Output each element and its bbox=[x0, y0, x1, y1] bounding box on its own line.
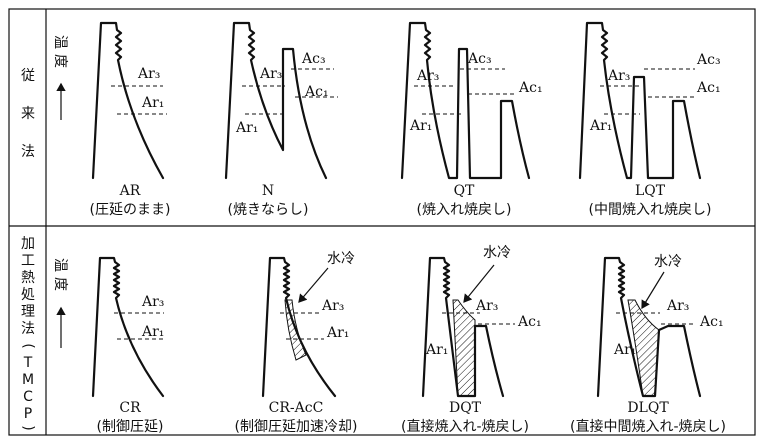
cr-acc-title: CR-AcC bbox=[269, 400, 324, 416]
n-curve bbox=[224, 21, 328, 180]
qt-caption: (焼入れ焼戻し) bbox=[417, 202, 512, 218]
dlqt-ac1-label: Ac₁ bbox=[699, 314, 724, 330]
qt-ar1-label: Ar₁ bbox=[409, 118, 432, 134]
panel-dlqt: 水冷 Ar₃ Ac₁ Ar₁ DLQT (直接中間焼入れ-焼戻し) bbox=[570, 254, 726, 435]
dqt-ar3-label: Ar₃ bbox=[475, 298, 498, 314]
lqt-ac1-label: Ac₁ bbox=[696, 80, 721, 96]
row2-char-1: 工 bbox=[21, 253, 35, 269]
panel-cr-acc: 水冷 Ar₃ Ar₁ CR-AcC (制御圧延加速冷却) bbox=[235, 251, 358, 435]
cr-acc-caption: (制御圧延加速冷却) bbox=[235, 419, 358, 435]
dqt-caption: (直接焼入れ-焼戻し) bbox=[401, 418, 529, 435]
axis-char-temp2: 度 bbox=[52, 54, 68, 68]
cr-acc-water-arrow-icon bbox=[298, 267, 329, 303]
n-ar1-label: Ar₁ bbox=[235, 120, 258, 136]
outer-border bbox=[8, 8, 756, 436]
dqt-ar1-label: Ar₁ bbox=[425, 342, 448, 358]
dqt-title: DQT bbox=[449, 400, 482, 416]
row2-char-8: M bbox=[22, 372, 34, 388]
row2-char-4: 理 bbox=[21, 304, 35, 320]
qt-curve bbox=[400, 21, 531, 180]
dlqt-water-label: 水冷 bbox=[654, 254, 682, 270]
axis-char-temp1: 温 bbox=[52, 35, 68, 49]
cr-curve bbox=[91, 256, 165, 398]
cr-acc-ar3-label: Ar₃ bbox=[321, 298, 344, 314]
dlqt-caption: (直接中間焼入れ-焼戻し) bbox=[570, 418, 726, 435]
row2-char-7: T bbox=[23, 355, 33, 371]
axis-char-temp1-row2: 温 bbox=[52, 258, 68, 272]
row2-char-11: ) bbox=[20, 425, 36, 430]
lqt-title: LQT bbox=[635, 183, 666, 199]
row2-char-9: C bbox=[23, 389, 33, 405]
cr-ar1-label: Ar₁ bbox=[141, 324, 164, 340]
lqt-ar3-label: Ar₃ bbox=[607, 68, 630, 84]
qt-ac1-label: Ac₁ bbox=[518, 80, 543, 96]
axis-char-temp2-row2: 度 bbox=[52, 277, 68, 291]
lqt-curve bbox=[578, 21, 702, 180]
cr-title: CR bbox=[119, 400, 141, 416]
temperature-axis-row2: 温 度 bbox=[52, 258, 68, 348]
dlqt-ar1-label: Ar₁ bbox=[613, 342, 636, 358]
lqt-ar1-label: Ar₁ bbox=[589, 118, 612, 134]
cr-acc-ar1-label: Ar₁ bbox=[326, 325, 349, 341]
panel-dqt: 水冷 Ar₃ Ac₁ Ar₁ DQT (直接焼入れ-焼戻し) bbox=[401, 245, 542, 435]
qt-title: QT bbox=[454, 183, 475, 199]
row2-char-6: ( bbox=[20, 343, 36, 348]
dlqt-water-arrow-icon bbox=[641, 271, 665, 310]
qt-ac3-label: Ac₃ bbox=[467, 51, 492, 67]
ar-curve bbox=[91, 21, 165, 180]
ar-ar1-label: Ar₁ bbox=[141, 95, 164, 111]
qt-ar3-label: Ar₃ bbox=[416, 68, 439, 84]
row1-char-2: 法 bbox=[21, 144, 35, 160]
n-title: N bbox=[262, 183, 274, 199]
panel-n: Ar₃ Ar₁ Ac₃ Ac₁ N (焼きならし) bbox=[224, 21, 338, 218]
n-ar3-label: Ar₃ bbox=[259, 66, 282, 82]
row2-char-10: P bbox=[24, 406, 32, 422]
row1-char-0: 従 bbox=[21, 68, 35, 84]
panel-ar: Ar₃ Ar₁ AR (圧延のまま) bbox=[90, 21, 171, 218]
cr-acc-water-label: 水冷 bbox=[327, 251, 355, 267]
dlqt-ar3-label: Ar₃ bbox=[666, 298, 689, 314]
temperature-axis-row1: 温 度 bbox=[52, 35, 68, 120]
panel-lqt: Ar₃ Ar₁ Ac₃ Ac₁ LQT (中間焼入れ焼戻し) bbox=[578, 21, 721, 218]
dqt-curve bbox=[421, 256, 505, 398]
cr-caption: (制御圧延) bbox=[97, 419, 164, 435]
n-ac3-label: Ac₃ bbox=[301, 51, 326, 67]
row1-char-1: 来 bbox=[21, 106, 35, 122]
dlqt-curve bbox=[596, 256, 702, 398]
row2-char-2: 熱 bbox=[21, 270, 35, 286]
table-frame bbox=[8, 8, 756, 436]
row-label-tmcp: 加 工 熱 処 理 法 ( T M C P ) bbox=[20, 236, 36, 431]
row2-char-0: 加 bbox=[21, 236, 35, 252]
dqt-water-label: 水冷 bbox=[483, 245, 511, 261]
dlqt-title: DLQT bbox=[627, 400, 669, 416]
dqt-water-arrow-icon bbox=[463, 264, 495, 303]
ar-title: AR bbox=[119, 183, 141, 199]
cr-acc-curve bbox=[261, 256, 337, 398]
dqt-ac1-label: Ac₁ bbox=[517, 314, 542, 330]
lqt-caption: (中間焼入れ焼戻し) bbox=[589, 202, 712, 218]
row2-char-5: 法 bbox=[21, 321, 35, 337]
row-label-conventional: 従 来 法 bbox=[21, 68, 35, 160]
n-caption: (焼きならし) bbox=[228, 202, 309, 218]
panel-qt: Ar₃ Ar₁ Ac₃ Ac₁ QT (焼入れ焼戻し) bbox=[400, 21, 543, 218]
ar-ar3-label: Ar₃ bbox=[137, 66, 160, 82]
row2-char-3: 処 bbox=[21, 287, 35, 303]
ar-caption: (圧延のまま) bbox=[90, 202, 171, 218]
lqt-ac3-label: Ac₃ bbox=[696, 52, 721, 68]
panel-cr: Ar₃ Ar₁ CR (制御圧延) bbox=[91, 256, 165, 435]
n-ac1-label: Ac₁ bbox=[304, 84, 329, 100]
cr-ar3-label: Ar₃ bbox=[141, 294, 164, 310]
